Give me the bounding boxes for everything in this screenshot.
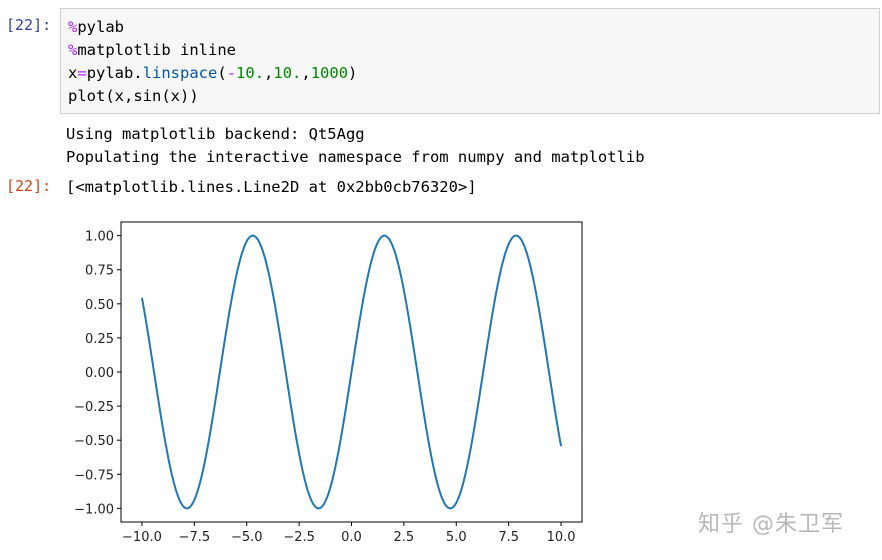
code-cell-editor[interactable]: %pylab %matplotlib inline x=pylab.linspace… [60,8,880,114]
code-token: 10. [273,64,302,82]
code-token: , [264,64,274,82]
code-line: x=pylab.linspace(-10.,10.,1000) [68,62,879,85]
code-token: pylab [77,18,125,36]
code-token: = [77,64,87,82]
stream-output-line: Using matplotlib backend: Qt5Agg [66,125,365,143]
y-tick-label: −0.25 [74,400,114,415]
x-tick-label: 5.0 [446,530,467,545]
x-tick-label: 7.5 [498,530,519,545]
x-tick-label: −2.5 [283,530,315,545]
code-token: x [68,64,78,82]
code-token: plot(x,sin(x)) [68,87,199,105]
code-token: matplotlib inline [77,41,236,59]
sine-plot: −10.0 −7.5 −5.0 −2.5 0.0 2.5 5.0 7.5 10.0 1.00 0.7… [74,221,583,545]
code-token: % [68,18,78,36]
watermark: 知乎 @朱卫军 [698,512,844,537]
x-tick-label: −7.5 [179,530,211,545]
y-tick-label: −0.50 [74,434,114,449]
y-tick-label: −1.00 [74,502,114,517]
code-line: plot(x,sin(x)) [68,85,879,108]
y-tick-label: 0.50 [85,298,114,313]
output-prompt: [22]: [6,177,52,195]
y-tick-label: 0.75 [85,264,114,279]
y-tick-label: 1.00 [85,230,114,245]
code-line: %pylab [68,16,879,39]
y-tick-label: −0.75 [74,468,114,483]
y-tick-label: 0.25 [85,332,114,347]
code-token: pylab. [86,64,143,82]
code-token: % [68,41,78,59]
code-token: linspace [142,64,218,82]
code-token: ) [348,64,358,82]
code-token: 10. [236,64,265,82]
x-tick-label: 10.0 [547,530,576,545]
sine-line [140,234,563,510]
stream-output-line: Populating the interactive namespace fro… [66,148,645,166]
x-tick-label: −10.0 [122,530,162,545]
code-token: 1000 [310,64,349,82]
x-tick-label: 0.0 [341,530,362,545]
code-line: %matplotlib inline [68,39,879,62]
y-tick-label: 0.00 [85,366,114,381]
code-token: ( [217,64,227,82]
output-repr: [<matplotlib.lines.Line2D at 0x2bb0cb763… [66,178,477,196]
input-prompt: [22]: [6,16,52,34]
code-token: , [301,64,311,82]
x-tick-label: −5.0 [231,530,263,545]
code-token: - [226,64,237,82]
x-tick-label: 2.5 [394,530,415,545]
